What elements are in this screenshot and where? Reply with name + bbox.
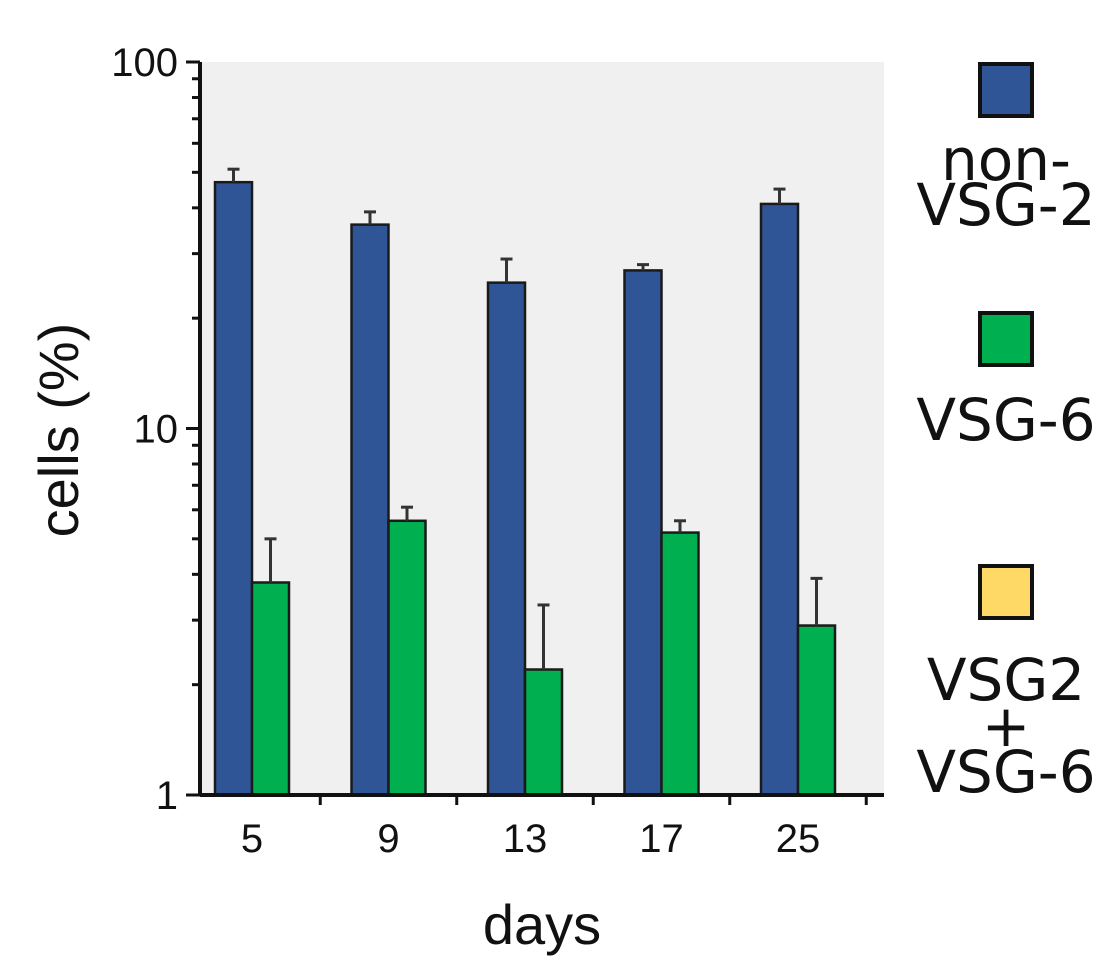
legend-label: + xyxy=(982,692,1031,760)
bar xyxy=(623,269,663,797)
bars-layer xyxy=(213,167,837,797)
bar xyxy=(759,202,800,797)
y-tick-label: 100 xyxy=(111,41,178,85)
axes-layer xyxy=(186,60,884,805)
bar xyxy=(523,668,564,797)
ticks-layer: 5 9 13 17 25 1 10 100 xyxy=(111,41,820,861)
bar xyxy=(350,223,390,797)
legend-label: VSG-6 xyxy=(916,386,1095,454)
bar xyxy=(250,581,291,797)
legend-swatch xyxy=(978,62,1034,118)
legend-swatch xyxy=(978,564,1034,620)
x-axis-title: days xyxy=(483,893,601,956)
y-tick-label: 1 xyxy=(156,774,178,818)
y-axis-title: cells (%) xyxy=(27,323,90,538)
bar xyxy=(486,281,527,797)
x-tick-label: 25 xyxy=(776,817,821,861)
legend-label: VSG-2 xyxy=(916,171,1095,239)
x-tick-label: 13 xyxy=(503,817,548,861)
x-tick-label: 9 xyxy=(377,817,399,861)
x-tick-label: 5 xyxy=(241,817,263,861)
y-tick-label: 10 xyxy=(134,408,179,452)
bar xyxy=(387,519,427,797)
bar xyxy=(660,531,700,797)
x-tick-label: 17 xyxy=(639,817,684,861)
bar xyxy=(796,624,837,797)
legend-label: VSG2 xyxy=(927,646,1085,714)
legend-label: VSG-6 xyxy=(916,738,1095,806)
bar xyxy=(213,180,254,797)
legend-label: non- xyxy=(941,126,1071,194)
legend-swatch xyxy=(978,311,1034,367)
